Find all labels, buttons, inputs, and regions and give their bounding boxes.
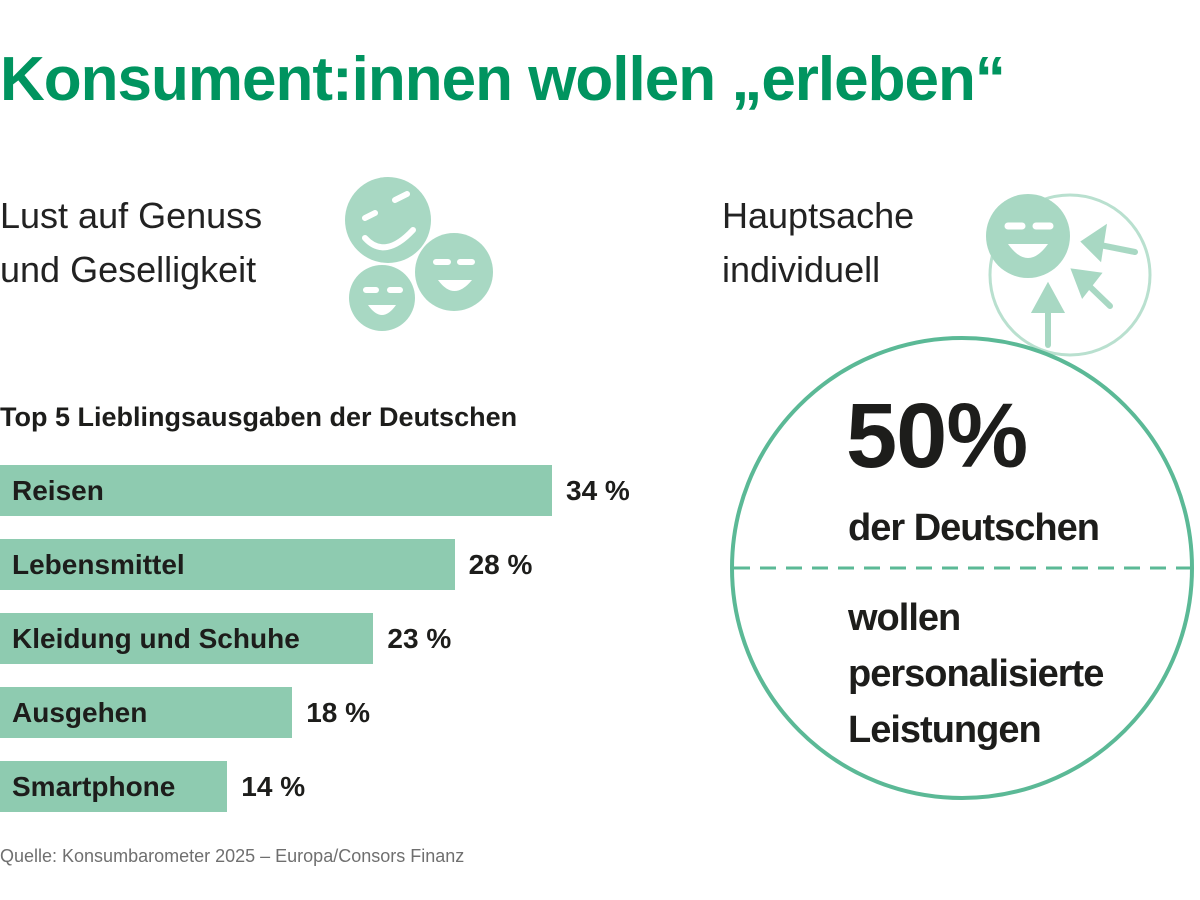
bar-value-label: 14 % bbox=[241, 771, 306, 802]
right-subtitle: Hauptsache individuell bbox=[722, 189, 914, 297]
bar bbox=[0, 539, 455, 590]
bar-value-label: 23 % bbox=[387, 623, 452, 654]
bar-label: Smartphone bbox=[12, 771, 176, 802]
page-title: Konsument:innen wollen „erleben“ bbox=[0, 45, 1006, 114]
stat-line2-text: wollen bbox=[848, 597, 961, 639]
left-subtitle: Lust auf Genuss und Geselligkeit bbox=[0, 189, 262, 297]
left-subtitle-line: Lust auf Genuss bbox=[0, 195, 263, 236]
stat-circle bbox=[730, 336, 1194, 800]
stat-value: 50% bbox=[846, 385, 1028, 487]
right-subtitle-line: individuell bbox=[722, 249, 881, 290]
bar-label: Kleidung und Schuhe bbox=[12, 623, 300, 654]
right-subtitle-line: Hauptsache bbox=[722, 195, 915, 236]
source-note: Quelle: Konsumbarometer 2025 – Europa/Co… bbox=[0, 846, 465, 866]
bar bbox=[0, 761, 228, 812]
left-subtitle-line: und Geselligkeit bbox=[0, 249, 257, 290]
stat-line1: der Deutschen bbox=[848, 507, 1100, 549]
smiley-faces-icon bbox=[345, 177, 493, 331]
bar bbox=[0, 687, 293, 738]
bar-label: Ausgehen bbox=[12, 697, 148, 728]
bar-value-label: 28 % bbox=[468, 549, 533, 580]
bar-value-label: 18 % bbox=[306, 697, 371, 728]
bar-value-label: 34 % bbox=[566, 475, 630, 506]
stat-line2-text: Leistungen bbox=[848, 709, 1042, 751]
stat-line2: wollen personalisierte Leistungen bbox=[848, 590, 1104, 758]
bar bbox=[0, 465, 552, 516]
bar-label: Lebensmittel bbox=[12, 549, 185, 580]
chart-title: Top 5 Lieblingsausgaben der Deutschen bbox=[0, 402, 518, 432]
stat-line2-text: personalisierte bbox=[848, 653, 1104, 695]
bar bbox=[0, 613, 374, 664]
bar-label: Reisen bbox=[12, 475, 104, 506]
individual-smiley-icon bbox=[986, 193, 1152, 357]
